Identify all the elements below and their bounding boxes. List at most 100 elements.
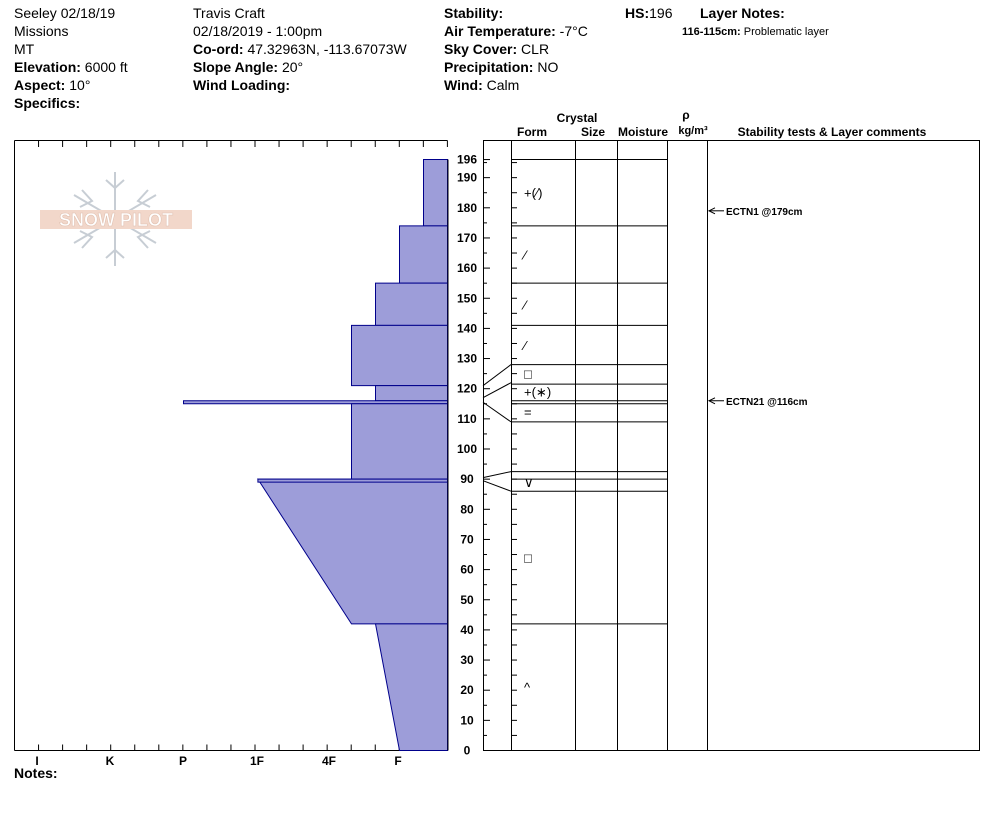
density-rho-header: ρ (682, 108, 689, 122)
depth-tick-label: 180 (457, 201, 477, 215)
hardness-layer (256, 478, 448, 625)
aspect-label: Aspect: (14, 77, 66, 93)
precip-value: NO (537, 59, 559, 75)
elevation-label: Elevation: (14, 59, 81, 75)
crystal-form-symbol: ∨ (524, 475, 534, 490)
layer-note-item: 116-115cm: Problematic layer (682, 23, 829, 41)
comments-header: Stability tests & Layer comments (738, 125, 927, 139)
wind-loading-label: Wind Loading: (193, 77, 291, 93)
depth-tick-label: 70 (460, 532, 474, 546)
layer-notes: Layer Notes: (700, 4, 785, 22)
header-col1: Seeley 02/18/19 Missions MT Elevation: 6… (14, 4, 128, 112)
hardness-layer (399, 225, 448, 284)
depth-tick-label: 100 (457, 442, 477, 456)
size-header: Size (581, 125, 605, 139)
layer-note-text: Problematic layer (743, 26, 829, 38)
depth-tick-label: 110 (457, 412, 477, 426)
plot-area: I K P 1F 4F F 0 10 20 30 40 50 60 70 80 90 100 110 120 130 1… (14, 108, 980, 768)
sky-value: CLR (521, 41, 550, 57)
logo-band (40, 210, 192, 229)
depth-tick-label: 40 (460, 623, 474, 637)
crystal-form-symbol: □ (524, 367, 532, 382)
header-col2: Travis Craft 02/18/2019 - 1:00pm Co-ord:… (193, 4, 407, 94)
notes-label: Notes: (14, 765, 58, 781)
depth-tick-label: 190 (457, 171, 477, 185)
elevation-row: Elevation: 6000 ft (14, 58, 128, 76)
hardness-layer (375, 385, 448, 402)
stability-label: Stability: (444, 5, 504, 21)
crystal-form-symbol: = (524, 404, 532, 419)
coord-label: Co-ord: (193, 41, 244, 57)
specifics-row: Specifics: (14, 94, 128, 112)
header-col3: Stability: Air Temperature: -7°C Sky Cov… (444, 4, 588, 94)
hardness-tick-label: F (394, 754, 401, 768)
air-temp-row: Air Temperature: -7°C (444, 22, 588, 40)
slope-label: Slope Angle: (193, 59, 279, 75)
sky-row: Sky Cover: CLR (444, 40, 588, 58)
depth-tick-label: 196 (457, 153, 477, 167)
hardness-tick-label: P (179, 754, 187, 768)
depth-tick-label: 80 (460, 502, 474, 516)
depth-tick-label: 120 (457, 382, 477, 396)
depth-tick-label: 60 (460, 563, 474, 577)
wind-value: Calm (486, 77, 520, 93)
wind-row: Wind: Calm (444, 76, 588, 94)
crystal-form-symbol: □ (524, 551, 532, 566)
slope-row: Slope Angle: 20° (193, 58, 407, 76)
hardness-layer (351, 403, 448, 480)
wind-loading-row: Wind Loading: (193, 76, 407, 94)
layer-connector (482, 401, 512, 423)
coord-value: 47.32963N, -113.67073W (247, 41, 407, 57)
coord-row: Co-ord: 47.32963N, -113.67073W (193, 40, 407, 58)
hardness-tick-label: I (35, 754, 38, 768)
depth-tick-label: 140 (457, 321, 477, 335)
stability-test-arrow (707, 207, 716, 215)
crystal-form-symbol: +(∗) (524, 385, 551, 400)
layer-note-range: 116-115cm: (682, 26, 741, 38)
state: MT (14, 41, 35, 57)
observer: Travis Craft (193, 5, 265, 21)
precip-row: Precipitation: NO (444, 58, 588, 76)
layer-connector (482, 364, 512, 387)
depth-tick-label: 30 (460, 653, 474, 667)
hardness-layer (351, 324, 448, 387)
depth-tick-label: 160 (457, 261, 477, 275)
density-unit-header: kg/m³ (678, 125, 708, 137)
snowpilot-logo: SNOW PILOT (40, 172, 192, 266)
hardness-layer (374, 623, 448, 751)
hardness-tick-label: 4F (322, 754, 336, 768)
datetime: 02/18/2019 - 1:00pm (193, 23, 323, 39)
depth-tick-label: 50 (460, 593, 474, 607)
location: Seeley 02/18/19 (14, 5, 116, 21)
air-temp-value: -7°C (559, 23, 588, 39)
depth-tick-label: 10 (460, 713, 474, 727)
depth-tick-label: 170 (457, 231, 477, 245)
depth-tick-label: 20 (460, 683, 474, 697)
hardness-tick-label: K (106, 754, 115, 768)
depth-tick-label: 150 (457, 291, 477, 305)
layer-connector (482, 471, 512, 479)
aspect-row: Aspect: 10° (14, 76, 128, 94)
sky-label: Sky Cover: (444, 41, 518, 57)
depth-tick-label: 0 (464, 744, 471, 758)
precip-label: Precipitation: (444, 59, 534, 75)
wind-label: Wind: (444, 77, 483, 93)
stability-test-arrow (707, 397, 716, 405)
stability-test-label: ECTN1 @179cm (726, 207, 803, 218)
slope-value: 20° (281, 59, 304, 75)
specifics-label: Specifics: (14, 95, 81, 111)
layer-table-frame (483, 140, 980, 751)
form-header: Form (517, 125, 547, 139)
elevation-value: 6000 ft (84, 59, 128, 75)
hardness-layer (375, 282, 448, 326)
stability-row: Stability: (444, 4, 588, 22)
hardness-tick-label: 1F (250, 754, 264, 768)
depth-tick-label: 130 (457, 352, 477, 366)
crystal-form-symbol: ⁄ (521, 297, 528, 312)
hs-row: HS:196 (625, 4, 672, 22)
crystal-form-symbol: ⁄ (521, 338, 528, 353)
hs-value: 196 (649, 5, 673, 21)
logo-text: SNOW PILOT (59, 210, 173, 230)
layer-notes-label: Layer Notes: (700, 5, 785, 21)
crystal-form-symbol: ^ (524, 680, 531, 695)
